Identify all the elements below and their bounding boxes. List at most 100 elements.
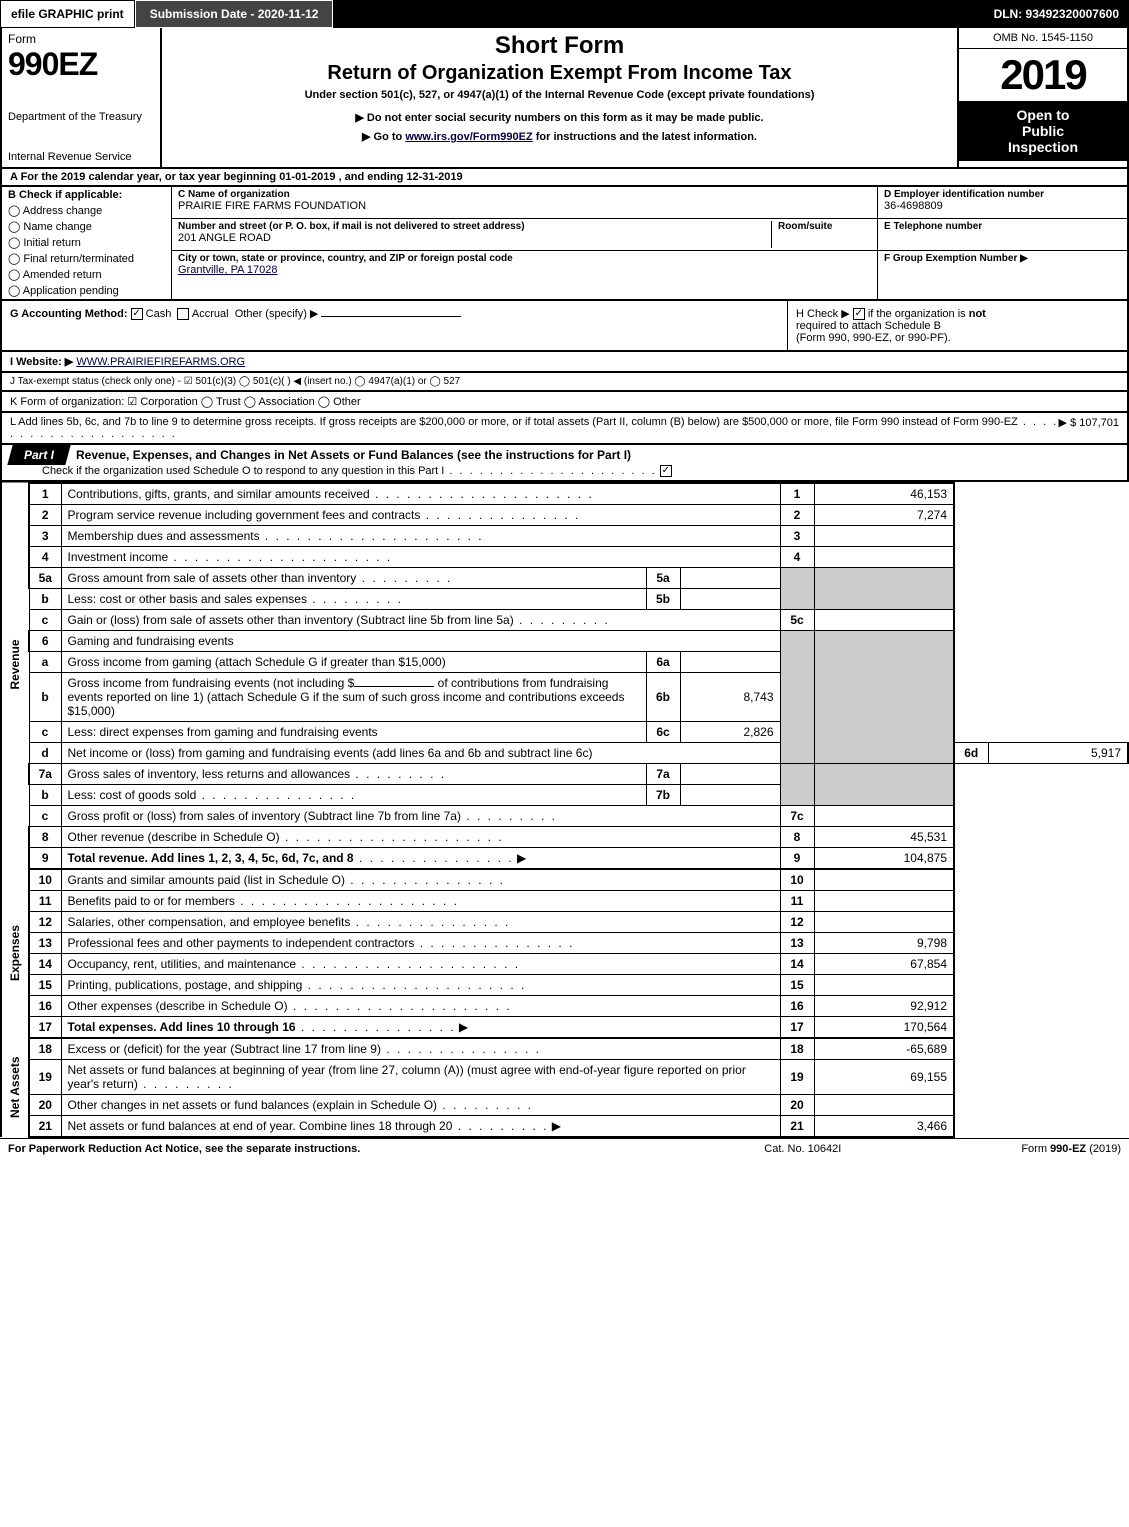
part1-sub: Check if the organization used Schedule …: [2, 465, 1127, 480]
l5b-d: Less: cost or other basis and sales expe…: [61, 589, 646, 610]
g-cash: Cash: [146, 308, 172, 320]
l17-ln: 17: [780, 1017, 814, 1039]
chk-accrual[interactable]: [177, 308, 189, 320]
header-right: OMB No. 1545-1150 2019 Open to Public In…: [957, 28, 1127, 167]
l4-d: Investment income: [61, 547, 780, 568]
l6b-blank[interactable]: [354, 686, 434, 687]
form-of-org-row: K Form of organization: ☑ Corporation ◯ …: [0, 392, 1129, 413]
l6c-sv: 2,826: [680, 722, 780, 743]
city[interactable]: Grantville, PA 17028: [178, 264, 871, 276]
line-6: 6 Gaming and fundraising events: [1, 631, 1128, 652]
l21-v: 3,466: [814, 1116, 954, 1138]
l18-ln: 18: [780, 1038, 814, 1060]
chk-final-return[interactable]: ◯ Final return/terminated: [8, 252, 165, 265]
website-link[interactable]: WWW.PRAIRIEFIREFARMS.ORG: [76, 356, 245, 368]
dept-treasury: Department of the Treasury: [8, 111, 154, 123]
l20-ln: 20: [780, 1095, 814, 1116]
l12-v: [814, 912, 954, 933]
chk-h[interactable]: ✓: [853, 308, 865, 320]
form-number: 990EZ: [8, 46, 154, 83]
l1-ln: 1: [780, 483, 814, 505]
box-b: B Check if applicable: ◯ Address change …: [2, 187, 172, 299]
l3-v: [814, 526, 954, 547]
g-accounting: G Accounting Method: ✓ Cash Accrual Othe…: [2, 301, 787, 350]
l13-v: 9,798: [814, 933, 954, 954]
l5a-n: 5a: [29, 568, 61, 589]
chk-address-change[interactable]: ◯ Address change: [8, 204, 165, 217]
l4-ln: 4: [780, 547, 814, 568]
l8-ln: 8: [780, 827, 814, 848]
h-schedule-b: H Check ▶ ✓ if the organization is not r…: [787, 301, 1127, 350]
l11-n: 11: [29, 891, 61, 912]
h-text2: if the organization is: [868, 308, 969, 320]
l12-ln: 12: [780, 912, 814, 933]
efile-print-button[interactable]: efile GRAPHIC print: [0, 0, 135, 28]
l11-d: Benefits paid to or for members: [61, 891, 780, 912]
l19-n: 19: [29, 1060, 61, 1095]
l19-ln: 19: [780, 1060, 814, 1095]
form-header: Form 990EZ Department of the Treasury In…: [0, 28, 1129, 169]
l7a-n: 7a: [29, 764, 61, 785]
l10-v: [814, 869, 954, 891]
chk-name-change[interactable]: ◯ Name change: [8, 220, 165, 233]
spacer: [333, 0, 983, 28]
g-accrual: Accrual: [192, 308, 229, 320]
opt-5: Application pending: [23, 285, 119, 297]
line-1: Revenue 1 Contributions, gifts, grants, …: [1, 483, 1128, 505]
l7-shade: [780, 764, 814, 806]
l6d-v: 5,917: [988, 743, 1128, 764]
instruction-2: ▶ Go to www.irs.gov/Form990EZ for instru…: [170, 130, 949, 143]
l20-d: Other changes in net assets or fund bala…: [61, 1095, 780, 1116]
l21-ln: 21: [780, 1116, 814, 1138]
return-title: Return of Organization Exempt From Incom…: [170, 62, 949, 85]
line-7a: 7a Gross sales of inventory, less return…: [1, 764, 1128, 785]
l6b-sv: 8,743: [680, 673, 780, 722]
l17-n: 17: [29, 1017, 61, 1039]
l7b-sn: 7b: [646, 785, 680, 806]
l15-v: [814, 975, 954, 996]
l14-ln: 14: [780, 954, 814, 975]
l17-v: 170,564: [814, 1017, 954, 1039]
l9-d: Total revenue. Add lines 1, 2, 3, 4, 5c,…: [61, 848, 780, 870]
l14-v: 67,854: [814, 954, 954, 975]
part1-header: Part I Revenue, Expenses, and Changes in…: [0, 445, 1129, 482]
l18-d: Excess or (deficit) for the year (Subtra…: [61, 1038, 780, 1060]
chk-amended[interactable]: ◯ Amended return: [8, 268, 165, 281]
irs-link[interactable]: www.irs.gov/Form990EZ: [405, 131, 532, 143]
l9-ln: 9: [780, 848, 814, 870]
chk-cash[interactable]: ✓: [131, 308, 143, 320]
line-12: 12 Salaries, other compensation, and emp…: [1, 912, 1128, 933]
l7c-ln: 7c: [780, 806, 814, 827]
instr2-pre: ▶ Go to: [362, 131, 405, 143]
l7b-sv: [680, 785, 780, 806]
l11-v: [814, 891, 954, 912]
l1-d: Contributions, gifts, grants, and simila…: [61, 483, 780, 505]
l9-v: 104,875: [814, 848, 954, 870]
inspection-2: Public: [963, 123, 1123, 139]
l15-d: Printing, publications, postage, and shi…: [61, 975, 780, 996]
l6-shade-v: [814, 631, 954, 764]
part1-check[interactable]: ✓: [660, 465, 672, 477]
line-21: 21 Net assets or fund balances at end of…: [1, 1116, 1128, 1138]
street-row: Number and street (or P. O. box, if mail…: [172, 219, 877, 251]
l16-n: 16: [29, 996, 61, 1017]
l12-d: Salaries, other compensation, and employ…: [61, 912, 780, 933]
chk-initial-return[interactable]: ◯ Initial return: [8, 236, 165, 249]
line-9: 9 Total revenue. Add lines 1, 2, 3, 4, 5…: [1, 848, 1128, 870]
l6c-d: Less: direct expenses from gaming and fu…: [61, 722, 646, 743]
subtitle: Under section 501(c), 527, or 4947(a)(1)…: [170, 89, 949, 101]
l11-ln: 11: [780, 891, 814, 912]
line-13: 13 Professional fees and other payments …: [1, 933, 1128, 954]
short-form-title: Short Form: [170, 32, 949, 60]
line-15: 15 Printing, publications, postage, and …: [1, 975, 1128, 996]
chk-pending[interactable]: ◯ Application pending: [8, 284, 165, 297]
g-other-input[interactable]: [321, 316, 461, 317]
l6c-n: c: [29, 722, 61, 743]
line-10: Expenses 10 Grants and similar amounts p…: [1, 869, 1128, 891]
line-6a: a Gross income from gaming (attach Sched…: [1, 652, 1128, 673]
side-rev-end: [1, 848, 29, 870]
l19-v: 69,155: [814, 1060, 954, 1095]
l8-v: 45,531: [814, 827, 954, 848]
l9-n: 9: [29, 848, 61, 870]
org-name-label: C Name of organization: [178, 189, 871, 200]
